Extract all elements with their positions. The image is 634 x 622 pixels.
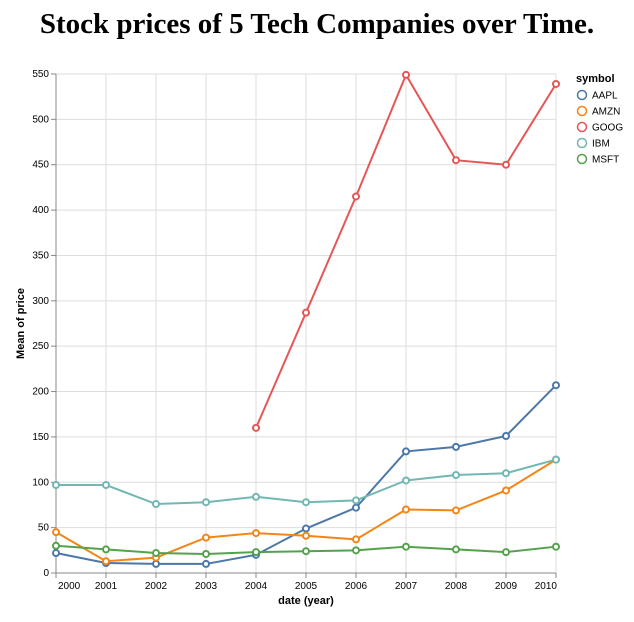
legend-symbol-aapl xyxy=(576,89,588,101)
data-point-amzn xyxy=(402,505,410,514)
data-point-msft xyxy=(352,546,360,555)
y-axis-title: Mean of price xyxy=(15,288,27,359)
x-tick-label: 2000 xyxy=(58,581,81,592)
data-point-ibm xyxy=(402,476,410,485)
data-point-msft xyxy=(202,549,210,558)
y-tick-label: 100 xyxy=(32,477,49,488)
data-point-ibm xyxy=(502,469,510,478)
data-point-amzn xyxy=(252,529,260,538)
data-point-msft xyxy=(552,542,560,551)
data-point-amzn xyxy=(102,557,110,566)
y-tick-label: 450 xyxy=(32,160,49,171)
x-tick-label: 2002 xyxy=(145,581,168,592)
data-point-ibm xyxy=(202,498,210,507)
x-tick-label: 2003 xyxy=(195,581,218,592)
data-point-ibm xyxy=(352,496,360,505)
legend-symbol-msft xyxy=(576,153,588,165)
x-tick-label: 2001 xyxy=(95,581,118,592)
data-point-aapl xyxy=(52,549,60,558)
x-tick-label: 2009 xyxy=(495,581,518,592)
y-tick-label: 200 xyxy=(32,387,49,398)
legend: symbol AAPL AMZN GOOG IBM MSFT xyxy=(576,73,623,166)
x-tick-label: 2010 xyxy=(535,581,558,592)
y-tick-label: 300 xyxy=(32,296,49,307)
data-point-aapl xyxy=(352,503,360,512)
y-tick-label: 0 xyxy=(43,568,49,579)
x-tick-label: 2006 xyxy=(345,581,368,592)
data-point-amzn xyxy=(502,486,510,495)
y-tick-label: 550 xyxy=(32,69,49,80)
data-point-ibm xyxy=(52,480,60,489)
data-point-aapl xyxy=(402,447,410,456)
chart-title: Stock prices of 5 Tech Companies over Ti… xyxy=(39,8,595,40)
y-tick-label: 350 xyxy=(32,250,49,261)
legend-label-amzn: AMZN xyxy=(592,107,620,118)
legend-symbol-ibm xyxy=(576,137,588,149)
data-point-amzn xyxy=(202,533,210,542)
axis-layer: 0 50 100 150 200 250 300 350 400 450 500 550 2000 200… xyxy=(32,69,557,592)
data-point-goog xyxy=(452,156,460,165)
data-point-ibm xyxy=(152,500,160,509)
data-point-amzn xyxy=(452,506,460,515)
x-tick-label: 2007 xyxy=(395,581,418,592)
data-point-ibm xyxy=(252,492,260,501)
legend-symbol-goog xyxy=(576,121,588,133)
x-axis-title: date (year) xyxy=(278,595,334,607)
data-point-aapl xyxy=(502,432,510,441)
legend-title: symbol xyxy=(576,73,615,85)
y-tick-label: 150 xyxy=(32,432,49,443)
y-tick-label: 50 xyxy=(38,523,50,534)
legend-label-msft: MSFT xyxy=(592,155,619,166)
data-point-ibm xyxy=(552,455,560,464)
data-point-aapl xyxy=(202,559,210,568)
data-point-goog xyxy=(402,70,410,79)
series-layer xyxy=(52,70,560,568)
legend-label-ibm: IBM xyxy=(592,139,610,150)
data-point-msft xyxy=(102,545,110,554)
data-point-ibm xyxy=(302,498,310,507)
x-tick-label: 2005 xyxy=(295,581,318,592)
legend-label-aapl: AAPL xyxy=(592,91,618,102)
data-point-msft xyxy=(402,542,410,551)
data-point-goog xyxy=(302,308,310,317)
data-point-amzn xyxy=(302,531,310,540)
y-tick-label: 250 xyxy=(32,341,49,352)
data-point-goog xyxy=(502,160,510,169)
data-point-msft xyxy=(502,548,510,557)
data-point-ibm xyxy=(102,480,110,489)
data-point-aapl xyxy=(302,524,310,533)
data-point-msft xyxy=(302,547,310,556)
legend-label-goog: GOOG xyxy=(592,123,623,134)
data-point-aapl xyxy=(552,381,560,390)
x-tick-label: 2004 xyxy=(245,581,268,592)
data-point-goog xyxy=(352,192,360,201)
data-point-goog xyxy=(252,423,260,432)
y-tick-label: 500 xyxy=(32,114,49,125)
grid-layer xyxy=(55,73,557,574)
data-point-aapl xyxy=(452,442,460,451)
data-point-msft xyxy=(252,548,260,557)
data-point-msft xyxy=(52,541,60,550)
data-point-amzn xyxy=(352,535,360,544)
data-point-msft xyxy=(452,545,460,554)
legend-symbol-amzn xyxy=(576,105,588,117)
data-point-msft xyxy=(152,549,160,558)
data-point-amzn xyxy=(52,528,60,537)
data-point-aapl xyxy=(152,559,160,568)
data-point-goog xyxy=(552,79,560,88)
y-tick-label: 400 xyxy=(32,205,49,216)
data-point-ibm xyxy=(452,471,460,480)
x-tick-label: 2008 xyxy=(445,581,468,592)
